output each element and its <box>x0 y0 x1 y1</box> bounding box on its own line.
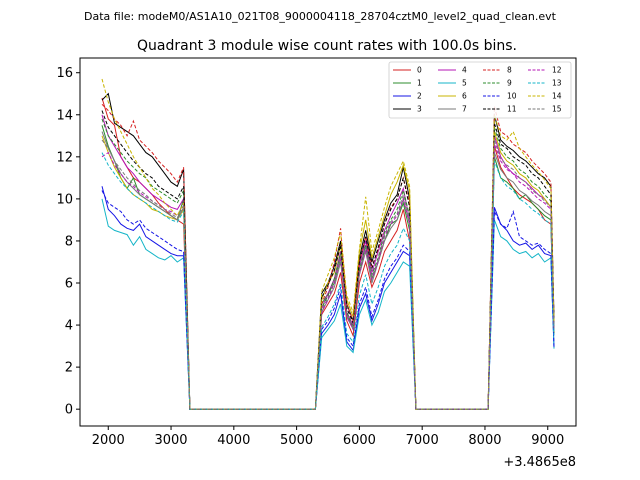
legend-label-12: 12 <box>552 66 562 75</box>
legend-label-6: 6 <box>462 92 467 101</box>
legend-label-0: 0 <box>417 66 422 75</box>
x-axis: 2000 3000 4000 5000 6000 7000 8000 9000 <box>92 426 564 448</box>
legend-label-7: 7 <box>462 105 467 114</box>
series-layer <box>101 78 555 410</box>
y-tick-label: 4 <box>65 319 73 334</box>
series-line-13 <box>101 152 555 410</box>
series-line-11 <box>101 110 555 410</box>
series-line-8 <box>101 103 555 410</box>
legend-label-11: 11 <box>507 105 517 114</box>
chart-title: Quadrant 3 module wise count rates with … <box>137 38 517 54</box>
legend-label-15: 15 <box>552 105 562 114</box>
y-tick-label: 8 <box>65 234 73 249</box>
y-tick-label: 10 <box>56 192 73 207</box>
series-line-10 <box>101 190 555 410</box>
y-tick-label: 0 <box>65 403 73 418</box>
legend-label-5: 5 <box>462 79 467 88</box>
x-tick-label: 2000 <box>92 433 125 448</box>
legend-label-8: 8 <box>507 66 512 75</box>
x-tick-label: 3000 <box>154 433 187 448</box>
y-tick-label: 14 <box>56 108 73 123</box>
axes-frame <box>79 57 577 427</box>
x-tick-label: 8000 <box>468 433 501 448</box>
x-tick-label: 7000 <box>406 433 439 448</box>
series-line-2 <box>101 186 555 410</box>
series-line-9 <box>101 118 555 410</box>
legend-label-4: 4 <box>462 66 467 75</box>
legend-label-9: 9 <box>507 79 512 88</box>
series-line-15 <box>101 139 555 410</box>
legend-label-10: 10 <box>507 92 517 101</box>
x-tick-label: 6000 <box>343 433 376 448</box>
x-tick-label: 4000 <box>217 433 250 448</box>
plot-area <box>79 57 577 427</box>
series-line-14 <box>101 78 555 410</box>
y-tick-label: 6 <box>65 277 73 292</box>
x-tick-label: 9000 <box>531 433 564 448</box>
suptitle: Data file: modeM0/AS1A10_021T08_90000041… <box>84 10 557 23</box>
legend-label-14: 14 <box>552 92 562 101</box>
y-tick-label: 16 <box>56 66 73 81</box>
legend-label-13: 13 <box>552 79 562 88</box>
y-tick-label: 2 <box>65 361 73 376</box>
x-offset-label: +3.4865e8 <box>503 455 576 470</box>
legend-frame <box>388 61 572 119</box>
y-tick-label: 12 <box>56 150 73 165</box>
legend-label-1: 1 <box>417 79 422 88</box>
series-line-5 <box>101 198 555 410</box>
legend-label-2: 2 <box>417 92 422 101</box>
legend-label-3: 3 <box>417 105 422 114</box>
y-axis: 0 2 4 6 8 10 12 14 16 <box>56 66 80 418</box>
x-tick-label: 5000 <box>280 433 313 448</box>
